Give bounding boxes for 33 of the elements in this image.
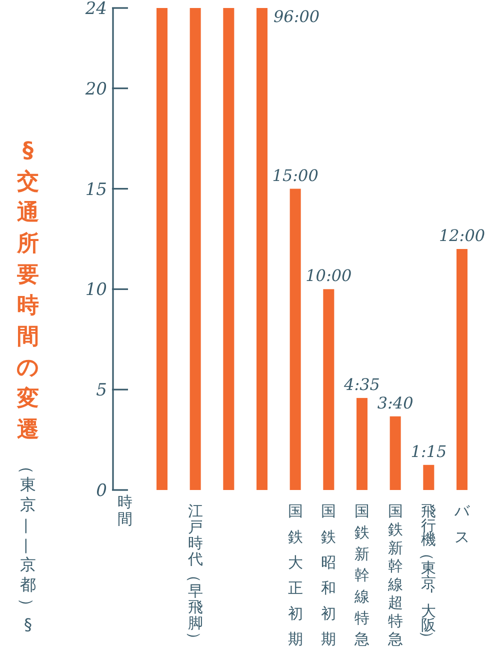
y-tick-label: 5 [96,380,107,401]
data-label: 4:35 [343,374,380,394]
y-tick-label: 24 [84,0,107,19]
bar [390,416,401,490]
x-tick-label: 国鉄昭和初期 [321,502,336,648]
data-label: 10:00 [306,266,352,286]
chart-title: §交通所要時間の変遷 [16,138,40,442]
x-tick-label: バス [454,502,470,546]
x-tick-label: 国鉄大正初期 [288,502,303,648]
x-tick-label: 国鉄新幹線特急 [354,502,370,648]
x-tick-label: 国鉄新幹線超特急 [386,502,403,648]
bar [323,289,334,490]
data-label: 15:00 [272,166,318,185]
bar [156,8,168,490]
bar [423,464,434,490]
bar [290,188,301,490]
y-axis-title: 時間 [118,493,132,528]
category-label: 飛行機（東京-大阪） [418,502,442,646]
data-label: 1:15 [410,442,447,461]
bar [190,8,201,490]
y-tick-label: 10 [85,280,108,300]
bar [356,398,368,490]
bar [223,8,234,490]
data-label: 3:40 [377,393,414,412]
bar [456,249,468,490]
data-label: 12:00 [438,226,486,245]
text: （東京——京都）§ [18,458,37,634]
bar [256,8,268,490]
category-label: 江戸時代（早飛脚） [185,502,204,646]
y-tick-label: 15 [85,180,107,200]
y-tick-label: 20 [84,79,108,100]
annotation: 96:00 [274,7,320,26]
y-tick-label: 0 [96,481,108,501]
